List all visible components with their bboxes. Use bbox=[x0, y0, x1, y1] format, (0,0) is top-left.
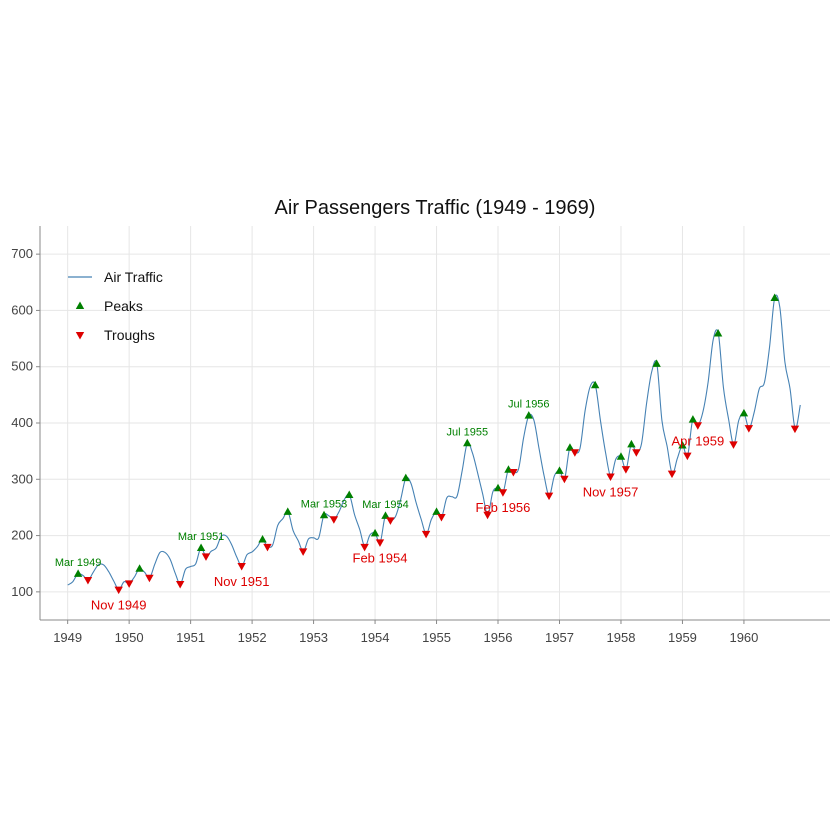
peak-marker bbox=[283, 507, 292, 515]
peak-marker bbox=[524, 411, 533, 419]
trough-marker bbox=[621, 466, 631, 474]
trough-marker bbox=[683, 452, 692, 461]
peak-marker bbox=[627, 439, 636, 448]
peak-marker bbox=[319, 510, 329, 519]
peak-marker bbox=[652, 359, 661, 367]
trough-marker bbox=[83, 577, 93, 585]
trough-label: Feb 1956 bbox=[475, 500, 530, 515]
annotations: Mar 1949 Mar 1951 Mar 1953 Mar 1954 Jul 1955… bbox=[55, 399, 724, 613]
trough-marker bbox=[483, 511, 492, 520]
series-troughs bbox=[83, 422, 800, 595]
trough-marker bbox=[744, 425, 754, 433]
trough-marker bbox=[421, 530, 431, 539]
trough-marker bbox=[329, 516, 339, 524]
trough-marker bbox=[375, 539, 385, 547]
x-tick-label: 1949 bbox=[53, 630, 82, 645]
trough-label: Nov 1949 bbox=[91, 598, 147, 613]
trough-marker bbox=[729, 441, 738, 449]
peak-marker bbox=[555, 466, 564, 474]
trough-marker bbox=[667, 470, 677, 479]
trough-marker bbox=[693, 422, 703, 430]
legend: Air Traffic Peaks Troughs bbox=[68, 269, 163, 343]
peak-label: Jul 1956 bbox=[508, 399, 550, 411]
x-tick-label: 1958 bbox=[607, 630, 636, 645]
legend-peak-key bbox=[75, 301, 85, 309]
y-tick-label: 300 bbox=[11, 471, 33, 486]
peak-marker bbox=[688, 415, 698, 423]
peak-marker bbox=[370, 528, 380, 537]
peak-marker bbox=[590, 380, 600, 389]
trough-marker bbox=[570, 449, 580, 457]
trough-label: Nov 1951 bbox=[214, 574, 270, 589]
trough-marker bbox=[124, 580, 134, 588]
peak-label: Mar 1951 bbox=[178, 531, 224, 543]
peak-marker bbox=[345, 490, 354, 499]
legend-trough-key bbox=[75, 332, 85, 340]
peak-marker bbox=[432, 507, 441, 515]
trough-marker bbox=[632, 449, 641, 457]
trough-marker bbox=[114, 586, 123, 595]
trough-label: Feb 1954 bbox=[353, 550, 408, 565]
peak-marker bbox=[616, 452, 626, 460]
trough-marker bbox=[298, 548, 308, 556]
x-tick-label: 1959 bbox=[668, 630, 697, 645]
x-tick-label: 1954 bbox=[361, 630, 390, 645]
grid bbox=[40, 226, 830, 620]
x-tick-label: 1951 bbox=[176, 630, 205, 645]
x-tick-label: 1957 bbox=[545, 630, 574, 645]
y-tick-label: 600 bbox=[11, 302, 33, 317]
peak-label: Mar 1949 bbox=[55, 557, 101, 569]
y-tick-label: 700 bbox=[11, 246, 33, 261]
peak-marker bbox=[258, 535, 267, 543]
y-tick-label: 500 bbox=[11, 359, 33, 374]
legend-label: Troughs bbox=[104, 327, 155, 343]
axes: 1949 1950 1951 1952 1953 1954 1955 1956 1957 1958… bbox=[11, 226, 830, 645]
trough-marker bbox=[606, 473, 615, 481]
trough-label: Nov 1957 bbox=[583, 484, 639, 499]
peak-marker bbox=[381, 511, 390, 519]
x-tick-label: 1952 bbox=[238, 630, 267, 645]
x-tick-label: 1950 bbox=[115, 630, 144, 645]
peak-marker bbox=[739, 408, 749, 417]
peak-marker bbox=[463, 438, 472, 447]
y-tick-label: 400 bbox=[11, 415, 33, 430]
peak-label: Jul 1955 bbox=[446, 426, 488, 438]
y-tick-label: 200 bbox=[11, 528, 33, 543]
peak-marker bbox=[770, 293, 779, 302]
x-tick-label: 1953 bbox=[299, 630, 328, 645]
x-tick-label: 1956 bbox=[484, 630, 513, 645]
trough-marker bbox=[237, 562, 246, 571]
trough-marker bbox=[201, 553, 211, 561]
peak-marker bbox=[73, 569, 83, 577]
trough-marker bbox=[560, 475, 569, 484]
trough-marker bbox=[437, 513, 446, 522]
peak-label: Mar 1953 bbox=[301, 498, 347, 510]
trough-marker bbox=[498, 489, 508, 497]
trough-marker bbox=[790, 425, 800, 434]
peak-label: Mar 1954 bbox=[362, 499, 408, 511]
peak-marker bbox=[401, 473, 410, 482]
peak-marker bbox=[565, 443, 575, 451]
peak-marker bbox=[196, 543, 206, 551]
y-tick-label: 100 bbox=[11, 584, 33, 599]
x-tick-label: 1955 bbox=[422, 630, 451, 645]
peak-marker bbox=[678, 441, 687, 449]
trough-marker bbox=[509, 468, 518, 477]
legend-label: Peaks bbox=[104, 298, 143, 314]
series-peaks bbox=[73, 293, 779, 577]
x-tick-label: 1960 bbox=[729, 630, 758, 645]
trough-marker bbox=[263, 543, 272, 552]
trough-label: Apr 1959 bbox=[671, 433, 724, 448]
trough-marker bbox=[360, 543, 369, 552]
peak-marker bbox=[135, 564, 144, 572]
peak-marker bbox=[713, 329, 723, 337]
chart-title: Air Passengers Traffic (1949 - 1969) bbox=[275, 197, 596, 219]
trough-marker bbox=[544, 492, 554, 501]
trough-marker bbox=[145, 574, 154, 583]
legend-label: Air Traffic bbox=[104, 269, 163, 285]
trough-marker bbox=[175, 580, 185, 589]
trough-marker bbox=[386, 517, 395, 525]
